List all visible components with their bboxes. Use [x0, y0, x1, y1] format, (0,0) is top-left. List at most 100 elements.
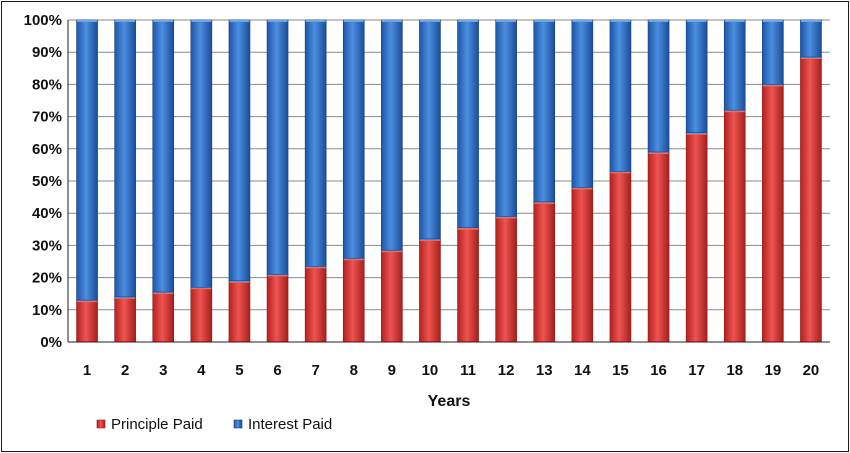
bar-principle-paid-13 — [533, 201, 556, 343]
bar-interest-paid-4 — [190, 19, 213, 288]
bar-principle-paid-15 — [609, 171, 632, 343]
legend-label: Interest Paid — [248, 416, 332, 433]
bar-top-highlight — [419, 20, 440, 22]
bar-principle-paid-7 — [304, 266, 327, 343]
bar-interest-paid-12 — [495, 19, 517, 217]
bar-top-highlight — [762, 20, 783, 22]
y-tick-label: 100% — [24, 12, 62, 29]
y-tick-label: 80% — [32, 76, 62, 93]
x-tick-label: 5 — [235, 362, 243, 379]
bar-interest-paid-1 — [76, 19, 98, 301]
bar-top-highlight — [267, 20, 288, 22]
bar-principle-paid-17 — [685, 132, 708, 343]
x-tick-label: 17 — [688, 362, 705, 379]
bar-top-highlight — [115, 296, 136, 299]
x-tick-label: 15 — [612, 362, 629, 379]
y-tick-label: 50% — [32, 173, 62, 190]
bar-top-highlight — [496, 216, 517, 219]
x-tick-label: 7 — [311, 362, 319, 379]
bar-top-highlight — [191, 287, 212, 290]
x-tick-label: 16 — [650, 362, 667, 379]
bar-principle-paid-12 — [495, 216, 517, 343]
legend: Principle Paid Interest Paid — [96, 416, 332, 433]
bar-interest-paid-9 — [381, 19, 403, 251]
x-tick-label: 3 — [159, 362, 167, 379]
bar-top-highlight — [115, 20, 136, 22]
bar-interest-paid-10 — [419, 19, 441, 240]
bar-principle-paid-1 — [76, 299, 98, 343]
bar-interest-paid-16 — [647, 19, 670, 153]
x-tick-label: 11 — [460, 362, 476, 379]
bar-top-highlight — [572, 187, 593, 190]
y-axis-tick-labels: 0% 10% 20% 30% 40% 50% 60% 70% 80% 90% 100% — [24, 12, 62, 351]
bar-principle-paid-9 — [381, 249, 403, 343]
x-tick-label: 12 — [498, 362, 515, 379]
bar-top-highlight — [724, 20, 745, 22]
bar-principle-paid-10 — [419, 238, 441, 343]
bar-top-highlight — [610, 20, 631, 22]
x-tick-label: 19 — [765, 362, 782, 379]
bar-top-highlight — [648, 20, 669, 22]
bar-top-highlight — [229, 280, 250, 283]
bar-interest-paid-19 — [762, 19, 784, 85]
x-tick-label: 10 — [422, 362, 439, 379]
x-tick-label: 6 — [273, 362, 281, 379]
x-tick-label: 9 — [388, 362, 396, 379]
bar-interest-paid-11 — [457, 19, 479, 228]
bar-interest-paid-15 — [609, 19, 632, 172]
bar-interest-paid-17 — [685, 19, 708, 133]
bar-principle-paid-20 — [800, 56, 822, 343]
legend-label: Principle Paid — [111, 416, 203, 433]
bar-top-highlight — [267, 274, 288, 277]
bar-top-highlight — [800, 20, 821, 22]
y-tick-label: 90% — [32, 44, 62, 61]
bar-top-highlight — [229, 20, 250, 22]
bar-interest-paid-18 — [723, 19, 746, 111]
bar-top-highlight — [77, 20, 98, 22]
x-tick-label: 20 — [803, 362, 820, 379]
x-tick-label: 13 — [536, 362, 553, 379]
x-tick-label: 18 — [726, 362, 743, 379]
bar-top-highlight — [381, 20, 402, 22]
bar-interest-paid-6 — [266, 19, 289, 275]
bar-top-highlight — [419, 238, 440, 241]
bar-principle-paid-2 — [114, 296, 136, 343]
y-tick-label: 40% — [32, 205, 62, 222]
y-tick-label: 30% — [32, 237, 62, 254]
bar-interest-paid-13 — [533, 19, 556, 203]
bar-principle-paid-5 — [228, 280, 251, 343]
y-tick-label: 60% — [32, 141, 62, 158]
bar-top-highlight — [305, 20, 326, 22]
bar-interest-paid-7 — [304, 19, 327, 267]
y-tick-label: 10% — [32, 302, 62, 319]
bar-top-highlight — [343, 20, 364, 22]
bar-top-highlight — [534, 20, 555, 22]
x-tick-label: 14 — [574, 362, 591, 379]
bar-top-highlight — [343, 258, 364, 261]
bar-top-highlight — [458, 227, 479, 230]
bar-top-highlight — [458, 20, 479, 22]
bar-top-highlight — [153, 20, 174, 22]
bar-principle-paid-18 — [723, 109, 746, 343]
bar-top-highlight — [648, 152, 669, 155]
legend-swatch — [233, 419, 243, 429]
bar-principle-paid-4 — [190, 286, 213, 343]
gridlines — [68, 19, 830, 343]
bar-interest-paid-8 — [342, 19, 365, 259]
bars — [76, 19, 822, 343]
legend-swatch — [96, 419, 106, 429]
x-axis-title: Years — [428, 393, 471, 410]
bar-principle-paid-8 — [342, 257, 365, 343]
bar-interest-paid-2 — [114, 19, 136, 298]
bar-top-highlight — [686, 20, 707, 22]
bar-principle-paid-14 — [571, 187, 594, 343]
bar-principle-paid-19 — [762, 84, 784, 343]
bar-top-highlight — [762, 84, 783, 87]
bar-principle-paid-6 — [266, 274, 289, 343]
bar-top-highlight — [305, 266, 326, 269]
x-axis-tick-labels: 1 2 3 4 5 6 7 8 9 10 11 12 13 14 15 16 17 18 19 20 — [83, 362, 819, 379]
bar-interest-paid-3 — [152, 19, 175, 293]
bar-principle-paid-3 — [152, 291, 175, 343]
bar-interest-paid-20 — [800, 19, 822, 58]
